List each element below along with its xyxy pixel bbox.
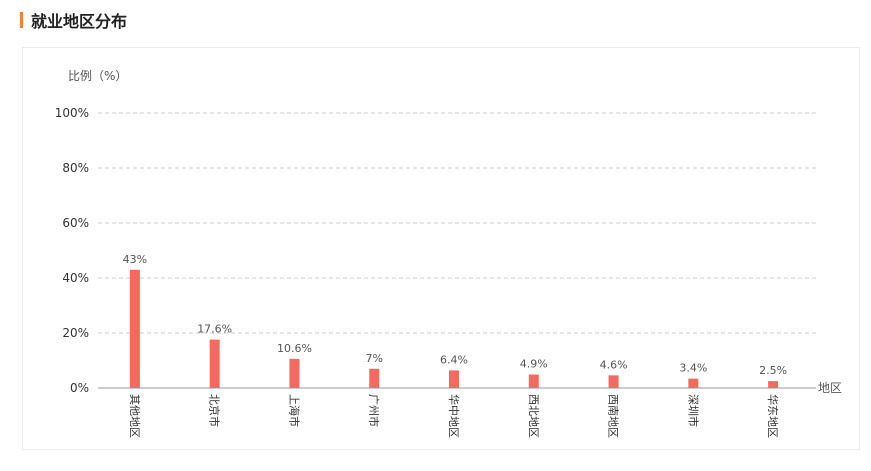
bar[interactable]	[688, 378, 699, 388]
value-label: 10.6%	[277, 342, 312, 355]
y-tick-label: 0%	[70, 381, 89, 395]
bar[interactable]	[608, 375, 619, 388]
category-label: 华中地区	[447, 394, 461, 438]
bar[interactable]	[289, 358, 300, 388]
bar[interactable]	[129, 269, 140, 388]
y-tick-labels: 0% 20% 40% 60% 80% 100%	[55, 106, 89, 395]
y-tick-label: 100%	[55, 106, 89, 120]
bar[interactable]	[449, 370, 459, 388]
value-label: 43%	[123, 253, 147, 266]
value-label: 6.4%	[440, 353, 468, 366]
category-label: 其他地区	[128, 394, 141, 438]
value-label: 4.9%	[520, 358, 548, 371]
y-tick-label: 20%	[62, 326, 89, 340]
category-label: 西南地区	[607, 394, 620, 438]
value-label: 4.6%	[600, 358, 628, 371]
bars	[129, 269, 779, 388]
chart-card: 比例（%） 地区 0% 20% 40% 60% 80% 100% 43% 17.6% 10.6…	[22, 47, 860, 450]
category-label: 深圳市	[686, 394, 700, 427]
bar[interactable]	[209, 339, 220, 388]
value-labels: 43% 17.6% 10.6% 7% 6.4% 4.9% 4.6% 3.4% 2.5%	[123, 253, 787, 377]
value-label: 17.6%	[197, 323, 232, 336]
value-label: 2.5%	[759, 364, 787, 377]
category-label: 上海市	[287, 394, 301, 427]
title-accent-bar	[20, 12, 23, 28]
value-label: 3.4%	[679, 362, 707, 375]
bar[interactable]	[768, 381, 779, 388]
bar-chart: 比例（%） 地区 0% 20% 40% 60% 80% 100% 43% 17.6% 10.6…	[55, 69, 842, 438]
category-label: 西北地区	[527, 394, 540, 438]
grid-lines	[98, 112, 816, 334]
value-label: 7%	[365, 352, 382, 365]
bar[interactable]	[369, 368, 380, 388]
section-title: 就业地区分布	[31, 12, 128, 31]
y-tick-label: 40%	[62, 271, 89, 285]
y-tick-label: 80%	[62, 161, 89, 175]
x-axis-title: 地区	[818, 381, 842, 395]
y-axis-title: 比例（%）	[68, 69, 127, 83]
category-labels: 其他地区 北京市 上海市 广州市 华中地区 西北地区 西南地区 深圳市 华东地区	[128, 394, 780, 438]
section-header: 就业地区分布	[20, 8, 127, 32]
category-label: 广州市	[367, 394, 381, 427]
category-label: 北京市	[208, 394, 222, 427]
category-label: 华东地区	[766, 394, 780, 438]
bar[interactable]	[528, 374, 539, 388]
y-tick-label: 60%	[62, 216, 89, 230]
